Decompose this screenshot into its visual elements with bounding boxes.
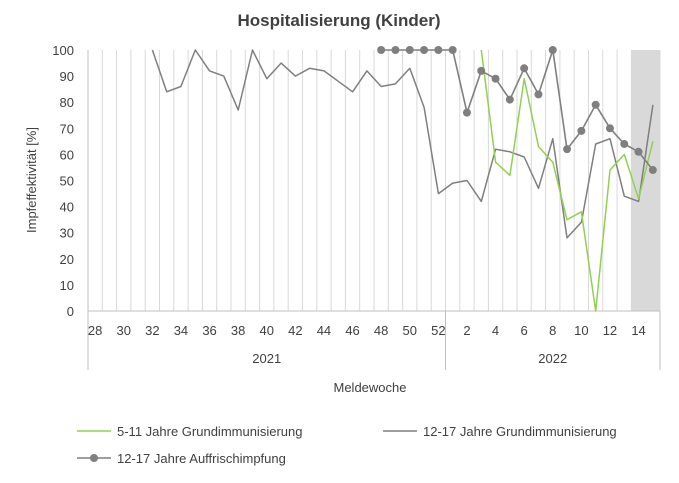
data-point-marker bbox=[634, 147, 643, 156]
x-tick-label: 50 bbox=[403, 323, 417, 338]
y-tick-label: 20 bbox=[60, 252, 74, 267]
data-point-marker bbox=[605, 124, 614, 133]
x-tick-label: 14 bbox=[631, 323, 645, 338]
axes bbox=[87, 50, 661, 370]
x-tick-label: 6 bbox=[521, 323, 528, 338]
x-tick-label: 36 bbox=[202, 323, 216, 338]
y-tick-label: 30 bbox=[60, 226, 74, 241]
y-tick-label: 40 bbox=[60, 200, 74, 215]
data-point-marker bbox=[648, 166, 657, 175]
data-point-marker bbox=[462, 108, 471, 117]
y-tick-label: 100 bbox=[52, 43, 74, 58]
data-point-marker bbox=[534, 90, 543, 99]
legend-marker bbox=[90, 454, 98, 462]
y-tick-labels: 0 10 20 30 40 50 60 70 80 90 100 bbox=[52, 43, 74, 319]
legend-label: 12-17 Jahre Grundimmunisierung bbox=[423, 424, 617, 439]
x-tick-label: 30 bbox=[117, 323, 131, 338]
legend-label: 12-17 Jahre Auffrischimpfung bbox=[117, 451, 286, 466]
legend-entry: 5-11 Jahre Grundimmunisierung bbox=[77, 424, 302, 439]
data-point-marker bbox=[477, 66, 486, 75]
y-axis-title: Impfeffektivität [%] bbox=[24, 127, 39, 233]
data-point-marker bbox=[491, 74, 500, 83]
chart-title: Hospitalisierung (Kinder) bbox=[237, 11, 440, 30]
data-point-marker bbox=[405, 46, 414, 54]
x-tick-label: 32 bbox=[145, 323, 159, 338]
y-tick-label: 0 bbox=[67, 304, 74, 319]
y-tick-label: 80 bbox=[60, 95, 74, 110]
data-point-marker bbox=[434, 46, 443, 54]
x-tick-label: 42 bbox=[288, 323, 302, 338]
year-label: 2021 bbox=[252, 351, 281, 366]
x-tick-label: 46 bbox=[345, 323, 359, 338]
x-tick-label: 34 bbox=[174, 323, 188, 338]
data-point-marker bbox=[391, 46, 400, 54]
data-point-marker bbox=[420, 46, 429, 54]
x-tick-label: 44 bbox=[317, 323, 331, 338]
legend-entry: 12-17 Jahre Grundimmunisierung bbox=[383, 424, 617, 439]
x-tick-label: 52 bbox=[431, 323, 445, 338]
x-tick-label: 8 bbox=[549, 323, 556, 338]
legend-entry: 12-17 Jahre Auffrischimpfung bbox=[77, 451, 286, 466]
y-tick-label: 90 bbox=[60, 69, 74, 84]
x-tick-label: 40 bbox=[260, 323, 274, 338]
series-markers bbox=[377, 46, 657, 175]
data-point-marker bbox=[520, 64, 529, 73]
data-point-marker bbox=[577, 126, 586, 135]
x-tick-label: 28 bbox=[88, 323, 102, 338]
data-point-marker bbox=[620, 139, 629, 148]
legend-label: 5-11 Jahre Grundimmunisierung bbox=[117, 424, 302, 439]
x-tick-label: 12 bbox=[603, 323, 617, 338]
series-line bbox=[480, 49, 654, 312]
y-tick-label: 10 bbox=[60, 278, 74, 293]
year-label: 2022 bbox=[538, 351, 567, 366]
x-tick-label: 4 bbox=[492, 323, 499, 338]
data-point-marker bbox=[563, 145, 572, 154]
x-tick-label: 38 bbox=[231, 323, 245, 338]
y-tick-label: 70 bbox=[60, 121, 74, 136]
x-axis-title: Meldewoche bbox=[334, 380, 407, 395]
year-labels: 2021 2022 bbox=[252, 351, 567, 366]
series-line bbox=[151, 49, 654, 239]
data-point-marker bbox=[505, 95, 514, 104]
x-tick-labels: 28 30 32 34 36 38 40 42 44 46 48 50 52 2 4 6 8 10 12 14 bbox=[88, 323, 646, 338]
data-point-marker bbox=[448, 46, 457, 54]
y-tick-label: 50 bbox=[60, 174, 74, 189]
data-point-marker bbox=[548, 46, 557, 54]
legend: 5-11 Jahre Grundimmunisierung 12-17 Jahre… bbox=[77, 424, 617, 466]
gridlines bbox=[87, 50, 661, 311]
y-tick-label: 60 bbox=[60, 147, 74, 162]
x-tick-label: 2 bbox=[463, 323, 470, 338]
data-point-marker bbox=[377, 46, 386, 54]
x-tick-label: 48 bbox=[374, 323, 388, 338]
x-tick-label: 10 bbox=[574, 323, 588, 338]
data-point-marker bbox=[591, 100, 600, 109]
